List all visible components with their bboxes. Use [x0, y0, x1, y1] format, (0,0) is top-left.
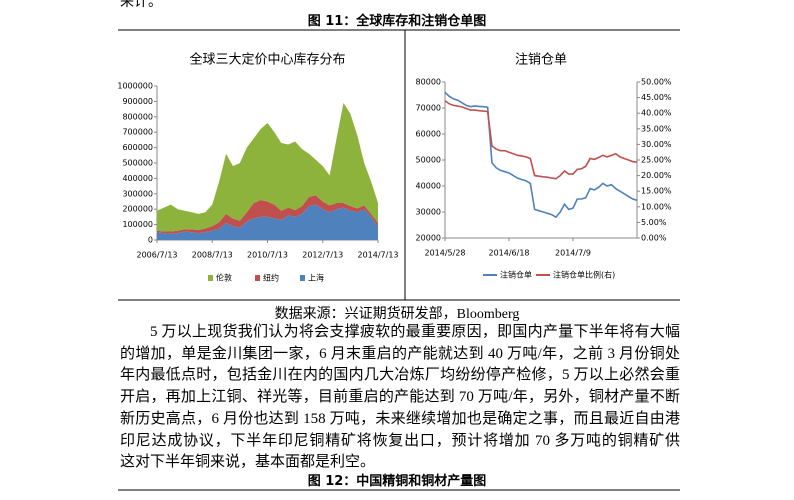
- top-fragment: 来计。: [120, 0, 162, 10]
- y2-tick-label: 50.00%: [641, 78, 672, 87]
- legend-label: 注销仓单: [500, 270, 532, 280]
- y-tick-label: 40000: [416, 182, 441, 191]
- x-tick-label: 2008/7/13: [192, 251, 233, 260]
- y-tick-label: 70000: [416, 104, 441, 113]
- y-tick-label: 700000: [122, 128, 153, 137]
- y-tick-label: 1000000: [117, 82, 153, 91]
- y-tick-label: 800000: [122, 112, 153, 121]
- line: [444, 100, 638, 180]
- text-line: 5 万以上现货我们认为将会支撑疲软的最重要原因，即国内产量下半年将有大幅度: [150, 324, 680, 340]
- y-tick-label: 100000: [122, 220, 153, 229]
- legend-label: 上海: [308, 273, 324, 283]
- x-tick-label: 2014/7/13: [357, 251, 398, 260]
- y2-tick-label: 0.00%: [641, 234, 667, 243]
- legend-marker: [300, 275, 305, 281]
- y2-tick-label: 45.00%: [641, 93, 672, 102]
- text-line: 开启，再加上江铜、祥光等，目前重启的产能达到 70 万吨/年，另外，铜材产量不断…: [120, 389, 680, 406]
- y2-tick-label: 35.00%: [641, 124, 672, 133]
- y-tick-label: 500000: [122, 159, 153, 168]
- y2-tick-label: 10.00%: [641, 202, 672, 211]
- x-tick-label: 2010/7/13: [247, 251, 288, 260]
- y-tick-label: 50000: [416, 156, 441, 165]
- text-line: 的增加，单是金川集团一家，6 月末重启的产能就达到 40 万吨/年，之前 3 月…: [120, 345, 680, 362]
- y2-tick-label: 5.00%: [641, 218, 667, 227]
- legend-label: 注销仓单比例(右): [553, 270, 615, 280]
- area: [157, 204, 378, 240]
- x-tick-label: 2014/7/9: [555, 249, 591, 258]
- y-tick-label: 400000: [122, 174, 153, 183]
- y-tick-label: 200000: [122, 205, 153, 214]
- legend-marker: [208, 275, 213, 281]
- y-tick-label: 80000: [416, 78, 441, 87]
- y-tick-label: 20000: [416, 234, 441, 243]
- line: [444, 91, 638, 219]
- y-tick-label: 30000: [416, 208, 441, 217]
- y-tick-label: 900000: [122, 97, 153, 106]
- legend-label: 纽约: [263, 273, 279, 283]
- y-tick-label: 60000: [416, 130, 441, 139]
- legend-marker: [255, 275, 260, 281]
- chart-title: 全球三大定价中心库存分布: [189, 52, 345, 68]
- chart-title: 注销仓单: [515, 53, 567, 68]
- y2-tick-label: 15.00%: [641, 187, 672, 196]
- y2-tick-label: 20.00%: [641, 171, 672, 180]
- y2-tick-label: 30.00%: [641, 140, 672, 149]
- legend-label: 伦敦: [216, 273, 232, 283]
- text-line: 年内最低点时，包括金川在内的国内几大冶炼厂均纷纷停产检修，5 万以上必然会重新: [120, 367, 680, 384]
- y-tick-label: 300000: [122, 189, 153, 198]
- area: [157, 195, 378, 234]
- y2-tick-label: 40.00%: [641, 109, 672, 118]
- x-tick-label: 2012/7/13: [302, 251, 343, 260]
- text-line: 这对下半年铜来说，基本面都是利空。: [120, 454, 376, 471]
- area: [157, 102, 378, 232]
- y-tick-label: 600000: [122, 143, 153, 152]
- figure-caption: 图 12：中国精铜和铜材产量图: [307, 474, 487, 489]
- y2-tick-label: 25.00%: [641, 156, 672, 165]
- source-note: 数据来源：兴证期货研发部，Bloomberg: [274, 307, 520, 322]
- y-tick-label: 0: [148, 236, 153, 245]
- figure-caption: 图 11：全球库存和注销仓单图: [307, 14, 487, 29]
- text-line: 印尼达成协议，下半年印尼铜精矿将恢复出口，预计将增加 70 多万吨的铜精矿供给，: [120, 432, 680, 449]
- text-line: 新历史高点，6 月份也达到 158 万吨，未来继续增加也是确定之事，而且最近自由…: [120, 410, 680, 427]
- x-tick-label: 2014/5/28: [424, 249, 465, 258]
- x-tick-label: 2006/7/13: [136, 251, 177, 260]
- x-tick-label: 2014/6/18: [488, 249, 529, 258]
